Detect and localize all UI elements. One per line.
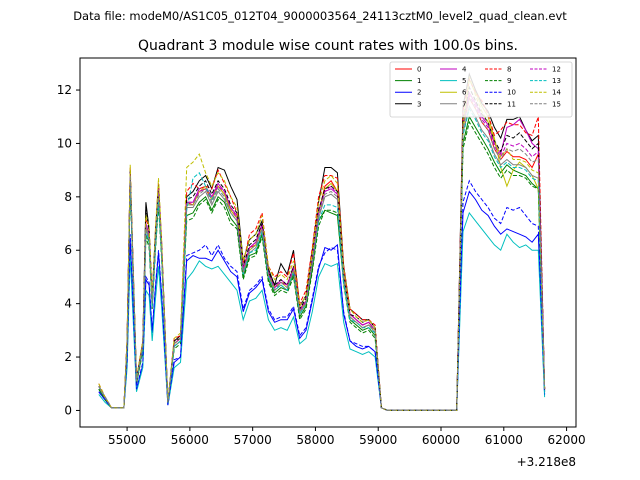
x-tick-label: 59000 (359, 433, 397, 447)
legend-label-2: 2 (417, 89, 421, 97)
legend-label-1: 1 (417, 77, 421, 85)
legend-label-6: 6 (462, 89, 467, 97)
x-offset-label: +3.218e8 (517, 455, 576, 469)
series-line-10 (98, 179, 546, 411)
x-tick-label: 55000 (108, 433, 146, 447)
y-tick-label: 0 (64, 403, 72, 417)
x-tick-label: 58000 (296, 433, 334, 447)
legend-label-3: 3 (417, 100, 421, 108)
legend-label-14: 14 (552, 89, 561, 97)
series-line-9 (98, 120, 546, 411)
legend-label-15: 15 (552, 100, 561, 108)
legend-box (389, 61, 573, 118)
legend-label-9: 9 (507, 77, 511, 85)
y-tick-label: 2 (64, 350, 72, 364)
chart-title: Quadrant 3 module wise count rates with … (138, 38, 518, 54)
legend-label-4: 4 (462, 66, 467, 74)
series-line-5 (98, 211, 546, 411)
y-tick-label: 6 (64, 243, 72, 257)
legend-label-8: 8 (507, 66, 511, 74)
legend-label-10: 10 (507, 89, 516, 97)
y-tick-label: 8 (64, 190, 72, 204)
legend-label-7: 7 (462, 100, 466, 108)
x-tick-label: 57000 (234, 433, 272, 447)
legend-label-12: 12 (552, 66, 561, 74)
x-tick-label: 62000 (547, 433, 585, 447)
x-tick-label: 56000 (171, 433, 209, 447)
data-file-label: Data file: modeM0/AS1C05_012T04_90000035… (73, 9, 567, 23)
axes-layer: 55000 56000 57000 58000 59000 60000 61000 62000… (57, 57, 586, 447)
y-tick-label: 12 (57, 83, 72, 97)
series-line-2 (98, 190, 546, 411)
series-layer (98, 72, 546, 411)
legend-label-5: 5 (462, 77, 466, 85)
legend-label-0: 0 (417, 66, 421, 74)
x-tick-label: 61000 (485, 433, 523, 447)
y-tick-label: 4 (64, 297, 72, 311)
legend-label-11: 11 (507, 100, 516, 108)
y-tick-label: 10 (57, 136, 72, 150)
plot-frame (79, 57, 577, 428)
x-tick-label: 60000 (422, 433, 460, 447)
legend-label-13: 13 (552, 77, 561, 85)
